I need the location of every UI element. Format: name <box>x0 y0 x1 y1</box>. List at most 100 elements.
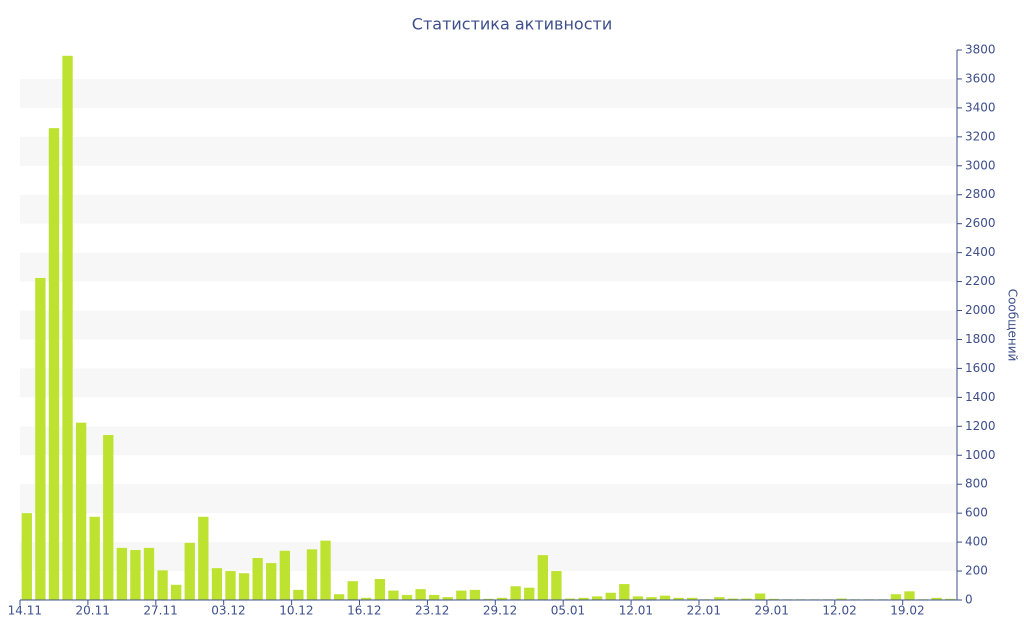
bar <box>388 590 399 600</box>
y-tick-label: 1200 <box>965 419 996 433</box>
grid-band <box>20 252 957 282</box>
x-tick-label: 20.11 <box>76 604 110 618</box>
bar <box>741 598 752 600</box>
bar <box>469 589 481 600</box>
bar <box>890 594 902 600</box>
x-tick-label: 29.01 <box>754 604 788 618</box>
bar <box>103 435 114 600</box>
grid <box>20 78 957 572</box>
bar <box>320 540 331 600</box>
y-tick-label: 400 <box>965 535 988 549</box>
bar <box>62 55 73 600</box>
bar <box>238 573 250 600</box>
chart-title: Статистика активности <box>412 15 612 34</box>
bar <box>75 422 87 600</box>
x-tick-label: 29.12 <box>483 604 517 618</box>
bar <box>456 590 467 600</box>
bar <box>619 584 630 600</box>
grid-band <box>20 78 957 108</box>
bar <box>21 513 32 600</box>
bar <box>225 571 236 600</box>
grid-band <box>20 426 957 456</box>
x-tick-label: 10.12 <box>279 604 313 618</box>
y-tick-label: 2200 <box>965 274 996 288</box>
bar <box>306 549 318 600</box>
bar <box>754 593 766 600</box>
x-tick-label: 12.01 <box>619 604 653 618</box>
x-tick-label: 03.12 <box>211 604 245 618</box>
x-tick-label: 23.12 <box>415 604 449 618</box>
bar <box>143 547 155 600</box>
y-tick-label: 600 <box>965 506 988 520</box>
bar <box>727 598 739 600</box>
bar <box>361 597 372 600</box>
bar <box>374 579 386 600</box>
bar <box>524 587 535 600</box>
bar <box>714 597 725 600</box>
y-tick-label: 2600 <box>965 216 996 230</box>
grid-band <box>20 542 957 572</box>
bar <box>673 597 684 600</box>
bar <box>198 516 209 600</box>
grid-band <box>20 194 957 224</box>
grid-band <box>20 484 957 514</box>
y-tick-label: 2000 <box>965 303 996 317</box>
x-tick-label: 12.02 <box>822 604 856 618</box>
bar <box>48 128 60 600</box>
bar <box>510 586 521 600</box>
plot <box>21 55 956 600</box>
x-tick-label: 19.02 <box>890 604 924 618</box>
bar <box>333 594 345 600</box>
y-tick-label: 1600 <box>965 361 996 375</box>
x-tick-label: 27.11 <box>143 604 177 618</box>
y-tick-label: 3000 <box>965 158 996 172</box>
y-tick-label: 2800 <box>965 187 996 201</box>
y-axis-label: Сообщений <box>1006 289 1020 362</box>
bar <box>768 598 779 600</box>
bar <box>578 597 589 600</box>
bar <box>130 550 141 600</box>
bar <box>632 596 644 600</box>
bar <box>116 547 128 600</box>
y-tick-label: 1000 <box>965 448 996 462</box>
bar <box>184 542 195 600</box>
bar <box>659 595 671 600</box>
bar <box>415 589 426 600</box>
bar <box>266 563 277 600</box>
y-tick-label: 1800 <box>965 332 996 346</box>
bar <box>252 558 263 600</box>
y-tick-label: 800 <box>965 477 988 491</box>
bar <box>211 568 223 600</box>
y-tick-label: 3800 <box>965 43 996 57</box>
bar <box>279 550 290 600</box>
bar <box>89 516 100 600</box>
y-tick-label: 200 <box>965 564 988 578</box>
bar <box>496 597 508 600</box>
bar <box>347 581 358 600</box>
bar <box>429 594 440 600</box>
x-tick-label: 05.01 <box>551 604 585 618</box>
grid-band <box>20 310 957 340</box>
bar <box>931 597 942 600</box>
bar <box>171 584 182 600</box>
bar <box>945 598 956 600</box>
y-tick-label: 0 <box>965 593 973 607</box>
y-tick-label: 3400 <box>965 100 996 114</box>
bar <box>591 596 603 600</box>
bar <box>401 594 413 600</box>
bar <box>35 277 46 600</box>
y-tick-label: 2400 <box>965 245 996 259</box>
grid-band <box>20 136 957 166</box>
y-tick-label: 3600 <box>965 71 996 85</box>
grid-band <box>20 368 957 398</box>
bar <box>157 570 168 600</box>
bar <box>551 571 562 600</box>
bar <box>687 597 698 600</box>
x-tick-label: 16.12 <box>347 604 381 618</box>
x-tick-label: 22.01 <box>687 604 721 618</box>
x-tick-label: 14.11 <box>8 604 42 618</box>
bar <box>564 598 576 600</box>
bar <box>605 592 616 600</box>
bar <box>483 598 494 600</box>
